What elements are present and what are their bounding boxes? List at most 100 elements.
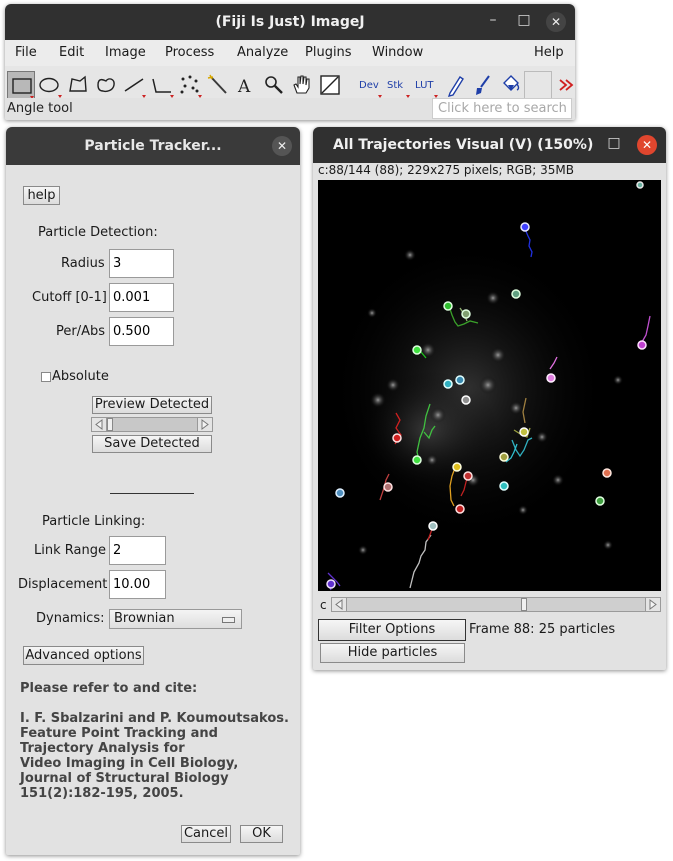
hide-particles-button[interactable]: Hide particles — [320, 643, 465, 663]
menu-process[interactable]: Process — [165, 45, 215, 60]
particle-marker — [520, 222, 530, 232]
menubar: File Edit Image Process Analyze Plugins … — [5, 40, 575, 66]
advanced-options-button[interactable]: Advanced options — [23, 646, 144, 665]
particle-marker — [499, 481, 509, 491]
empty-slot-icon — [524, 71, 552, 99]
cancel-button[interactable]: Cancel — [181, 825, 231, 843]
brush-tool-icon[interactable] — [468, 71, 496, 99]
minimize-icon[interactable]: – — [574, 135, 582, 151]
particle-marker — [443, 301, 453, 311]
save-detected-button[interactable]: Save Detected — [92, 435, 212, 453]
particle-marker — [412, 345, 422, 355]
lut-tool-icon[interactable]: LUT — [412, 71, 440, 99]
imagej-titlebar[interactable]: (Fiji Is Just) ImageJ — [5, 4, 575, 40]
menu-image[interactable]: Image — [105, 45, 146, 60]
viewer-titlebar[interactable]: All Trajectories Visual (V) (150%) — [313, 127, 666, 163]
close-icon[interactable]: ✕ — [272, 136, 292, 156]
dev-tool-icon[interactable]: Dev — [356, 71, 384, 99]
particle-marker — [511, 289, 521, 299]
help-button[interactable]: help — [23, 186, 60, 205]
menu-analyze[interactable]: Analyze — [237, 45, 289, 60]
tracker-titlebar[interactable]: Particle Tracker... — [6, 127, 300, 165]
slider-thumb[interactable] — [107, 418, 113, 431]
scroll-left-arrow-icon[interactable] — [332, 598, 347, 611]
filter-options-button[interactable]: Filter Options — [318, 619, 466, 641]
color-picker-tool-icon[interactable] — [316, 71, 344, 99]
multipoint-tool-icon[interactable] — [176, 71, 204, 99]
cutoff-field[interactable] — [109, 283, 174, 312]
menu-edit[interactable]: Edit — [59, 45, 85, 60]
particle-marker — [499, 452, 509, 462]
image-info: c:88/144 (88); 229x275 pixels; RGB; 35MB — [318, 163, 574, 177]
search-field[interactable]: Click here to search — [432, 98, 572, 119]
citation-line: Feature Point Tracking and — [20, 726, 218, 741]
search-placeholder: Click here to search — [438, 101, 567, 116]
particle-marker — [428, 521, 438, 531]
rectangle-tool-icon[interactable] — [7, 71, 35, 99]
tracker-title: Particle Tracker... — [84, 138, 222, 154]
frame-status: Frame 88: 25 particles — [469, 622, 616, 637]
displacement-field[interactable] — [109, 570, 166, 599]
menu-help[interactable]: Help — [534, 45, 564, 60]
scroll-right-arrow-icon[interactable] — [645, 598, 660, 611]
pencil-tool-icon[interactable] — [440, 71, 468, 99]
cite-heading: Please refer to and cite: — [20, 681, 198, 696]
section-divider — [110, 493, 194, 494]
oval-tool-icon[interactable] — [36, 71, 64, 99]
polygon-tool-icon[interactable] — [64, 71, 92, 99]
particle-marker — [335, 488, 345, 498]
detection-heading: Particle Detection: — [38, 225, 158, 240]
preview-detected-button[interactable]: Preview Detected — [92, 396, 212, 414]
stk-tool-icon[interactable]: Stk — [384, 71, 412, 99]
citation-line: Journal of Structural Biology — [20, 771, 229, 786]
channel-label: c — [320, 598, 327, 612]
particle-marker — [463, 471, 473, 481]
particle-marker — [392, 433, 402, 443]
slider-right-arrow-icon[interactable] — [197, 418, 212, 431]
close-icon[interactable]: ✕ — [546, 12, 566, 32]
radius-label: Radius — [61, 256, 105, 271]
particle-marker — [602, 468, 612, 478]
particle-marker — [455, 504, 465, 514]
absolute-checkbox[interactable] — [41, 372, 51, 382]
scroll-thumb[interactable] — [521, 598, 527, 611]
link-range-field[interactable] — [109, 536, 166, 565]
more-tools-icon[interactable] — [552, 71, 575, 99]
dynamics-value: Brownian — [114, 611, 175, 626]
linking-heading: Particle Linking: — [42, 514, 146, 529]
citation: I. F. Sbalzarini and P. Koumoutsakos. Fe… — [20, 711, 289, 801]
freehand-tool-icon[interactable] — [92, 71, 120, 99]
menu-file[interactable]: File — [15, 45, 37, 60]
menu-plugins[interactable]: Plugins — [305, 45, 352, 60]
slider-left-arrow-icon[interactable] — [92, 418, 107, 431]
particle-marker — [412, 455, 422, 465]
menu-window[interactable]: Window — [372, 45, 424, 60]
close-icon[interactable]: ✕ — [637, 135, 657, 155]
radius-field[interactable] — [109, 249, 174, 278]
magnifying-glass-tool-icon[interactable] — [260, 71, 288, 99]
particle-marker — [636, 181, 644, 189]
particle-marker — [443, 379, 453, 389]
preview-slider[interactable] — [91, 417, 213, 432]
wand-tool-icon[interactable] — [204, 71, 232, 99]
ok-button[interactable]: OK — [240, 825, 283, 843]
flood-fill-tool-icon[interactable] — [496, 71, 524, 99]
viewer-title: All Trajectories Visual (V) (150%) — [333, 137, 594, 153]
maximize-icon[interactable]: □ — [517, 12, 531, 28]
text-tool-icon[interactable]: A — [232, 71, 260, 99]
citation-line: I. F. Sbalzarini and P. Koumoutsakos. — [20, 711, 289, 726]
absolute-label: Absolute — [52, 369, 109, 384]
line-tool-icon[interactable] — [120, 71, 148, 99]
trajectory-image — [326, 181, 651, 591]
angle-tool-icon[interactable] — [148, 71, 176, 99]
perabs-label: Per/Abs — [56, 324, 106, 339]
perabs-field[interactable] — [109, 317, 174, 346]
channel-scrollbar[interactable] — [331, 597, 661, 612]
particle-marker — [546, 373, 556, 383]
maximize-icon[interactable]: □ — [607, 135, 621, 151]
minimize-icon[interactable]: – — [489, 12, 497, 28]
image-canvas[interactable] — [318, 180, 661, 591]
hand-tool-icon[interactable] — [288, 71, 316, 99]
particle-marker — [455, 375, 465, 385]
dynamics-select[interactable]: Brownian — [109, 609, 242, 629]
